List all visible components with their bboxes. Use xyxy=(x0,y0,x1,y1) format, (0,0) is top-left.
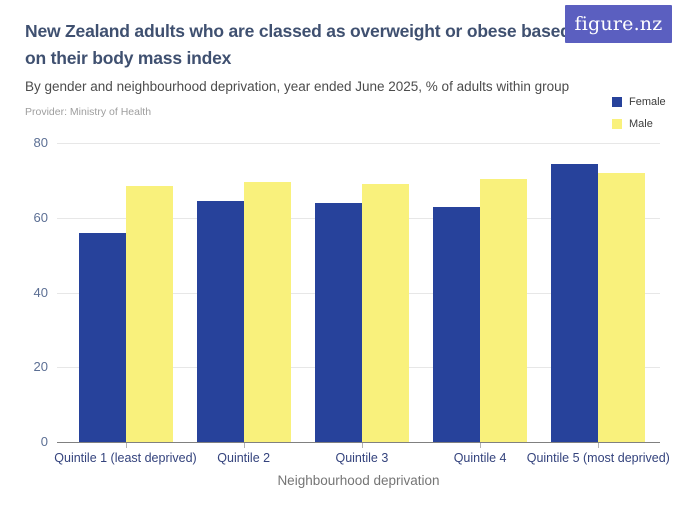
figurenz-logo[interactable]: figure.nz xyxy=(565,5,672,43)
chart-title-line2: on their body mass index xyxy=(25,48,232,68)
legend-swatch-male xyxy=(612,119,622,129)
x-category-label-quintile-4: Quintile 4 xyxy=(453,451,507,465)
x-axis-title: Neighbourhood deprivation xyxy=(277,473,440,488)
plot-area: 0 20 40 60 80 Quintile 1 (least deprived) Quin… xyxy=(34,135,670,465)
legend-label-female: Female xyxy=(629,96,666,108)
chart-title-line1: New Zealand adults who are classed as ov… xyxy=(25,21,571,41)
x-category-label-quintile-5: Quintile 5 (most deprived) xyxy=(526,451,670,465)
x-category-label-quintile-3: Quintile 3 xyxy=(335,451,389,465)
bar-male-quintile-1 xyxy=(125,185,173,442)
figurenz-logo-text: figure.nz xyxy=(574,13,663,35)
x-tick-quintile-2 xyxy=(243,443,245,448)
bar-male-quintile-2 xyxy=(243,182,291,442)
y-axis-label-20: 20 xyxy=(33,359,48,375)
x-category-label-quintile-1: Quintile 1 (least deprived) xyxy=(54,451,197,465)
chart-title: New Zealand adults who are classed as ov… xyxy=(25,18,585,72)
bar-female-quintile-5 xyxy=(551,163,599,442)
bar-chart: 0 20 40 60 80 Quintile 1 (least deprived) Quin… xyxy=(0,135,700,525)
legend-item-male: Male xyxy=(612,118,666,130)
bar-male-quintile-3 xyxy=(361,184,409,442)
bar-male-quintile-5 xyxy=(598,172,646,442)
bar-female-quintile-1 xyxy=(78,232,126,442)
y-axis-label-60: 60 xyxy=(33,209,48,225)
y-axis-label-40: 40 xyxy=(33,284,48,300)
x-tick-quintile-4 xyxy=(480,443,482,448)
bar-female-quintile-2 xyxy=(196,200,244,442)
chart-subtitle: By gender and neighbourhood deprivation,… xyxy=(25,79,570,94)
bar-male-quintile-4 xyxy=(480,178,528,442)
legend-swatch-female xyxy=(612,97,622,107)
bar-female-quintile-3 xyxy=(314,202,362,442)
y-axis-label-0: 0 xyxy=(40,434,48,449)
legend-label-male: Male xyxy=(629,118,653,130)
provider-note: Provider: Ministry of Health xyxy=(25,106,152,118)
legend: Female Male xyxy=(612,96,666,140)
y-axis-label-80: 80 xyxy=(33,135,48,150)
legend-item-female: Female xyxy=(612,96,666,108)
x-tick-quintile-5 xyxy=(598,443,600,448)
bar-female-quintile-4 xyxy=(433,206,481,442)
x-category-label-quintile-2: Quintile 2 xyxy=(217,451,271,465)
x-tick-quintile-1 xyxy=(125,443,127,448)
gridline-80 xyxy=(57,143,660,144)
x-tick-quintile-3 xyxy=(361,443,363,448)
